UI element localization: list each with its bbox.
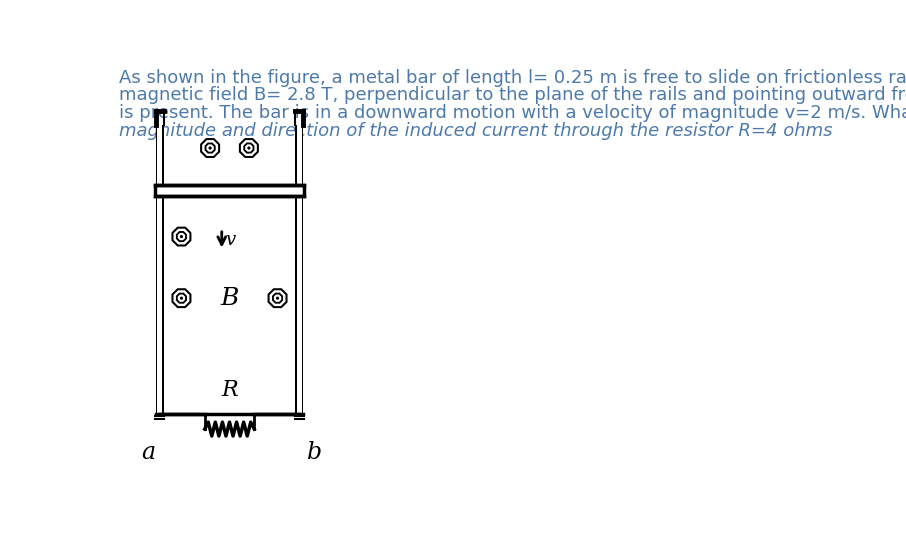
Polygon shape bbox=[174, 291, 188, 305]
Polygon shape bbox=[178, 295, 185, 301]
Polygon shape bbox=[206, 143, 215, 153]
Text: b: b bbox=[307, 441, 323, 464]
Polygon shape bbox=[177, 232, 187, 241]
Bar bbox=[158, 125, 162, 414]
Bar bbox=[295, 125, 304, 414]
Polygon shape bbox=[268, 289, 287, 307]
Circle shape bbox=[276, 296, 279, 300]
Bar bbox=[156, 125, 164, 414]
Circle shape bbox=[179, 235, 183, 238]
Text: magnitude and direction of the induced current through the resistor R=4 ohms: magnitude and direction of the induced c… bbox=[120, 122, 833, 140]
Polygon shape bbox=[177, 293, 187, 303]
Polygon shape bbox=[172, 289, 191, 307]
Polygon shape bbox=[203, 141, 217, 155]
Circle shape bbox=[247, 147, 250, 150]
Polygon shape bbox=[244, 143, 254, 153]
Polygon shape bbox=[242, 141, 256, 155]
Text: v: v bbox=[226, 231, 236, 249]
Polygon shape bbox=[246, 145, 252, 151]
Bar bbox=[297, 125, 302, 414]
Text: B: B bbox=[220, 287, 238, 310]
Polygon shape bbox=[275, 295, 281, 301]
Polygon shape bbox=[239, 139, 258, 158]
Polygon shape bbox=[207, 145, 213, 151]
Circle shape bbox=[179, 296, 183, 300]
Polygon shape bbox=[174, 229, 188, 244]
Polygon shape bbox=[270, 291, 284, 305]
Polygon shape bbox=[201, 139, 219, 158]
Text: is present. The bar is in a downward motion with a velocity of magnitude v=2 m/s: is present. The bar is in a downward mot… bbox=[120, 104, 906, 122]
Polygon shape bbox=[273, 293, 283, 303]
Text: R: R bbox=[221, 379, 238, 400]
Polygon shape bbox=[178, 234, 185, 240]
Bar bbox=[155, 185, 304, 196]
Text: a: a bbox=[141, 441, 155, 464]
Polygon shape bbox=[172, 228, 191, 246]
Circle shape bbox=[208, 147, 212, 150]
Text: magnetic field B= 2.8 T, perpendicular to the plane of the rails and pointing ou: magnetic field B= 2.8 T, perpendicular t… bbox=[120, 86, 906, 104]
Text: As shown in the figure, a metal bar of length l= 0.25 m is free to slide on fric: As shown in the figure, a metal bar of l… bbox=[120, 69, 906, 87]
